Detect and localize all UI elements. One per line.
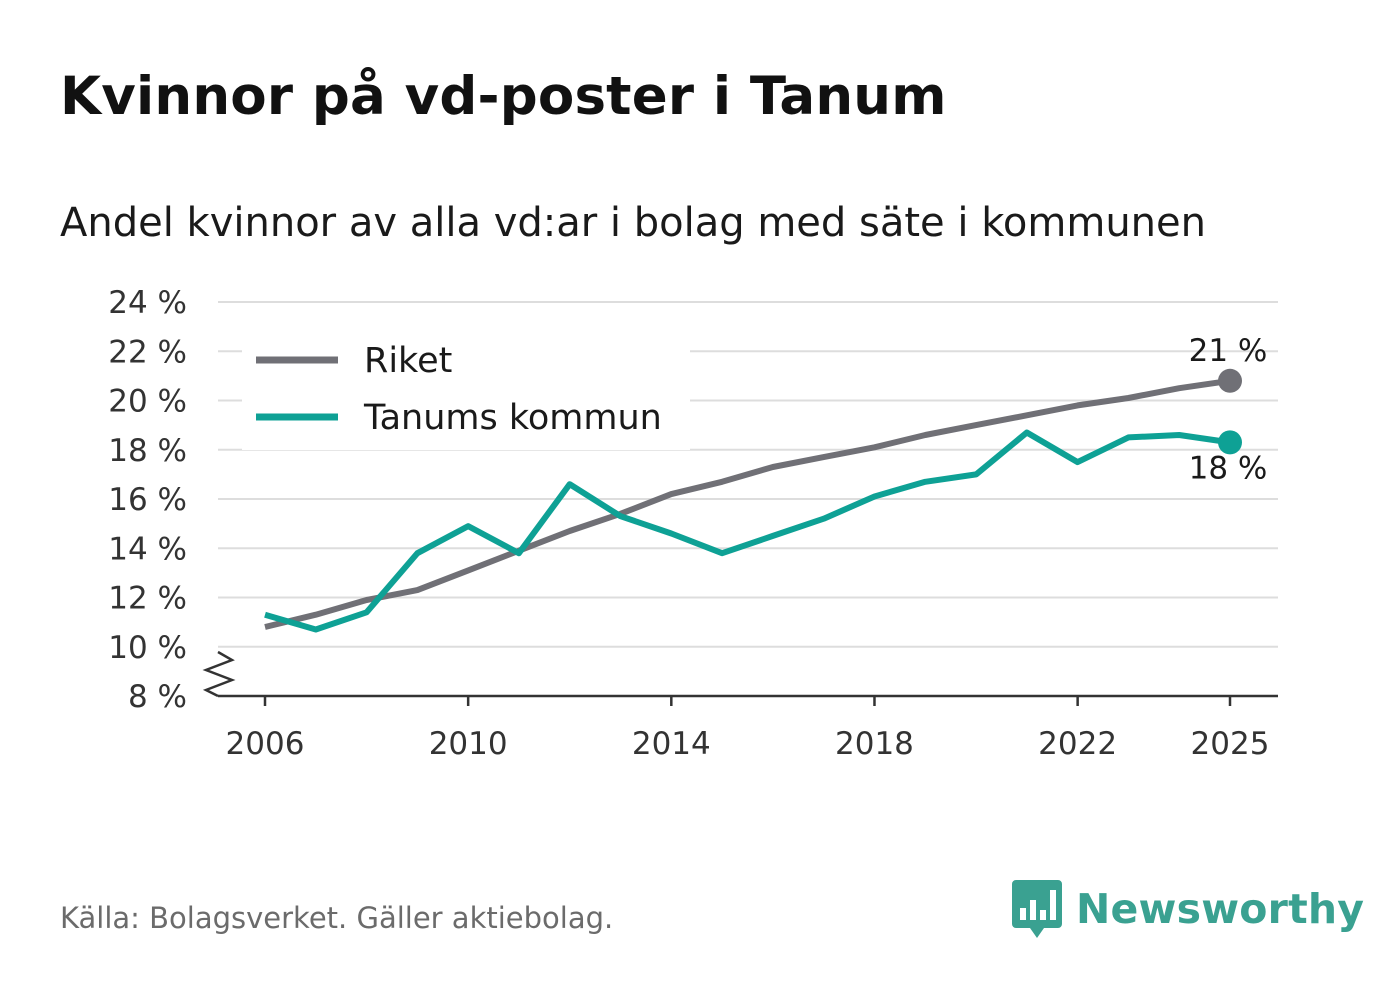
brand-name: Newsworthy <box>1076 885 1365 933</box>
x-tick-label: 2025 <box>1191 726 1270 762</box>
x-tick-label: 2014 <box>632 726 711 762</box>
y-tick-label: 24 % <box>108 285 187 321</box>
x-tick-label: 2018 <box>835 726 914 762</box>
series-lines <box>264 368 1242 633</box>
end-label-tanum: 18 % <box>1189 450 1268 486</box>
axis-break-icon <box>202 650 236 698</box>
newsworthy-logo: Newsworthy <box>1012 880 1364 938</box>
end-labels: 21 % 18 % <box>1189 333 1268 487</box>
series-line-riket <box>264 377 1231 630</box>
series-line-tanum <box>264 429 1231 633</box>
chart-subtitle: Andel kvinnor av alla vd:ar i bolag med … <box>60 200 1206 246</box>
line-chart: 8 % 10 % 12 % 14 % 16 % 18 % 20 % 22 % 24 % 2006 2… <box>108 285 1278 762</box>
legend: Riket Tanums kommun <box>242 334 690 450</box>
y-tick-label: 14 % <box>108 531 187 567</box>
legend-background <box>242 334 690 450</box>
x-tick-label: 2006 <box>226 726 305 762</box>
y-tick-label: 20 % <box>108 384 187 420</box>
bar-chart-logo-icon <box>1012 880 1062 938</box>
x-tick-label: 2010 <box>429 726 508 762</box>
x-tick-label: 2022 <box>1038 726 1117 762</box>
y-tick-label: 16 % <box>108 482 187 518</box>
y-tick-label: 18 % <box>108 433 187 469</box>
y-tick-label: 12 % <box>108 581 187 617</box>
y-tick-label: 22 % <box>108 334 187 370</box>
y-tick-label: 10 % <box>108 630 187 666</box>
end-point-riket <box>1218 368 1242 393</box>
legend-label-tanum: Tanums kommun <box>363 398 662 438</box>
legend-label-riket: Riket <box>364 341 452 381</box>
end-label-riket: 21 % <box>1189 333 1268 369</box>
end-point-tanum <box>1218 430 1242 455</box>
axes: 8 % 10 % 12 % 14 % 16 % 18 % 20 % 22 % 24 % 2006 2… <box>108 285 1278 762</box>
y-tick-label: 8 % <box>128 679 187 715</box>
chart-title: Kvinnor på vd-poster i Tanum <box>60 66 947 127</box>
source-note: Källa: Bolagsverket. Gäller aktiebolag. <box>60 901 614 935</box>
